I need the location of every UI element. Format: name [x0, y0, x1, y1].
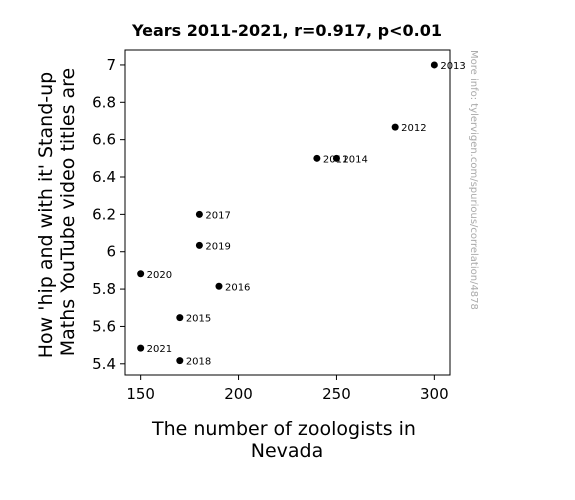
y-axis-ticks: 5.4 5.6 5.8 6 6.2 6.4 6.6 6.8 7	[92, 56, 125, 373]
data-point-2012	[391, 123, 399, 131]
data-point-2021	[137, 344, 145, 352]
data-point-2018	[176, 357, 184, 365]
y-axis-label: How 'hip and with it' Stand-up Maths You…	[35, 66, 79, 359]
data-point-2017	[195, 210, 203, 218]
watermark: More info: tylervigen.com/spurious/corre…	[468, 50, 479, 310]
data-point-label: 2012	[401, 123, 426, 134]
data-point-label: 2021	[147, 344, 172, 355]
data-point-2014	[332, 154, 340, 162]
y-axis-label-line-2: Maths YouTube video titles are	[57, 68, 79, 357]
x-tick-label: 300	[420, 385, 449, 403]
data-point-label: 2018	[186, 357, 211, 368]
data-point-2013	[430, 61, 438, 69]
x-axis-label-line-2: Nevada	[251, 440, 324, 462]
data-point-label: 2020	[147, 270, 172, 281]
data-point-2016	[215, 282, 223, 290]
x-axis-label-line-1: The number of zoologists in	[151, 418, 416, 440]
data-point-label: 2013	[440, 61, 465, 72]
data-point-2019	[195, 241, 203, 249]
y-tick-label: 6.2	[92, 205, 116, 223]
plot-area	[124, 49, 451, 376]
y-tick-label: 6.6	[92, 131, 116, 149]
data-point-label: 2019	[205, 241, 230, 252]
x-axis-ticks: 150 200 250 300	[126, 375, 449, 403]
chart-title: Years 2011-2021, r=0.917, p<0.01	[131, 21, 442, 40]
y-tick-label: 7	[106, 56, 116, 74]
x-tick-label: 250	[322, 385, 351, 403]
data-point-2015	[176, 314, 184, 322]
y-tick-label: 6	[106, 243, 116, 261]
y-axis-label-line-1: How 'hip and with it' Stand-up	[35, 72, 57, 358]
data-point-label: 2017	[205, 210, 230, 221]
data-point-label: 2014	[342, 154, 367, 165]
y-tick-label: 5.4	[92, 355, 116, 373]
data-point-label: 2016	[225, 282, 250, 293]
y-tick-label: 5.8	[92, 280, 116, 298]
y-tick-label: 5.6	[92, 317, 116, 335]
x-tick-label: 200	[224, 385, 253, 403]
data-points: 2011201220132014201520162017201820192020…	[137, 61, 466, 368]
y-tick-label: 6.4	[92, 168, 116, 186]
data-point-label: 2015	[186, 314, 211, 325]
x-tick-label: 150	[126, 385, 155, 403]
data-point-2020	[137, 270, 145, 278]
x-axis-label: The number of zoologists in Nevada	[151, 418, 422, 462]
data-point-2011	[313, 154, 321, 162]
y-tick-label: 6.8	[92, 93, 116, 111]
